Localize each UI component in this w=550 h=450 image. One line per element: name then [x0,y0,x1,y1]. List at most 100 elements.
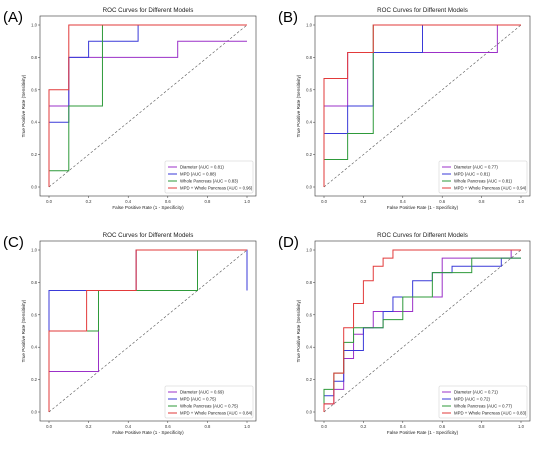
x-tick-label: 0.8 [479,424,485,429]
x-tick-label: 0.8 [204,199,210,204]
x-tick-label: 0.2 [86,424,92,429]
chance-diagonal-line [323,249,522,413]
x-tick-label: 1.0 [244,424,250,429]
x-tick-label: 0.0 [321,424,327,429]
panel-label: (D) [278,234,299,251]
x-tick-label: 1.0 [244,199,250,204]
panel-label: (A) [3,9,23,26]
y-tick-label: 0.8 [31,55,37,60]
x-tick-label: 0.8 [204,424,210,429]
y-tick-label: 0.6 [31,312,37,317]
panel-label: (C) [3,234,24,251]
x-tick-label: 0.6 [165,424,171,429]
chance-diagonal-line [323,24,522,188]
y-tick-label: 0.6 [31,87,37,92]
legend-entry: MPD (AUC = 0.75) [180,397,217,402]
roc-curve-series-4 [48,24,247,187]
legend-entry: MPD (AUC = 0.88) [180,172,217,177]
legend-entry: Diameter (AUC = 0.81) [180,165,224,170]
legend: Diameter (AUC = 0.77) MPD (AUC = 0.81) Who… [438,160,528,194]
x-tick-label: 0.2 [360,199,366,204]
y-tick-label: 0.4 [31,345,37,350]
y-tick-label: 0.2 [306,377,312,382]
x-tick-label: 0.2 [86,199,92,204]
y-tick-label: 1.0 [306,248,312,253]
legend-entry: Diameter (AUC = 0.71) [454,390,498,395]
legend-entry: Whole Pancreas (AUC = 0.75) [180,404,238,409]
legend: Diameter (AUC = 0.71) MPD (AUC = 0.72) Who… [438,385,528,419]
x-tick-label: 0.0 [46,199,52,204]
legend-entry: MPD (AUC = 0.81) [454,172,491,177]
legend-entry: Whole Pancreas (AUC = 0.83) [180,179,238,184]
y-tick-label: 0.6 [306,312,312,317]
legend-entry: MPD (AUC = 0.72) [454,397,491,402]
x-axis-label: False Positive Rate (1 - Specificity) [387,430,459,435]
legend: Diameter (AUC = 0.81) MPD (AUC = 0.88) Who… [164,160,254,194]
x-tick-label: 0.4 [400,199,406,204]
x-axis-label: False Positive Rate (1 - Specificity) [387,205,459,210]
x-tick-label: 0.6 [439,424,445,429]
y-axis-label: True Positive Rate (Sensitivity) [21,299,26,362]
roc-panel-2: (B) ROC Curves for Different Models 0.0 0.2… [278,7,531,210]
y-tick-label: 1.0 [31,248,37,253]
legend-entry: Whole Pancreas (AUC = 0.77) [454,404,512,409]
x-tick-label: 0.0 [46,424,52,429]
y-tick-label: 1.0 [306,23,312,28]
x-tick-label: 0.4 [125,199,131,204]
legend-entry: Diameter (AUC = 0.69) [180,390,224,395]
y-tick-label: 0.0 [306,185,312,190]
y-tick-label: 0.8 [31,280,37,285]
x-tick-label: 1.0 [518,424,524,429]
legend-entry: MPD + Whole Pancreas (AUC = 0.84) [180,411,253,416]
y-tick-label: 0.2 [31,377,37,382]
roc-panel-1: (A) ROC Curves for Different Models 0.0 0.2… [3,7,257,210]
chart-title: ROC Curves for Different Models [103,232,194,239]
legend-box [438,160,528,194]
y-tick-label: 0.8 [306,55,312,60]
chart-title: ROC Curves for Different Models [103,7,194,14]
x-tick-label: 0.8 [479,199,485,204]
legend-entry: MPD + Whole Pancreas (AUC = 0.94) [454,186,527,191]
roc-curve-series-4 [323,24,521,187]
x-tick-label: 0.6 [439,199,445,204]
y-tick-label: 0.2 [31,152,37,157]
y-tick-label: 0.8 [306,280,312,285]
y-tick-label: 0.0 [31,410,37,415]
legend-entry: MPD + Whole Pancreas (AUC = 0.96) [180,186,253,191]
x-tick-label: 1.0 [518,199,524,204]
y-tick-label: 0.4 [306,345,312,350]
y-tick-label: 0.2 [306,152,312,157]
chance-diagonal-line [48,249,248,413]
roc-curve-series-4 [323,249,521,412]
chart-title: ROC Curves for Different Models [377,232,468,239]
x-tick-label: 0.2 [360,424,366,429]
x-tick-label: 0.4 [125,424,131,429]
legend-box [164,385,254,419]
legend-entry: MPD + Whole Pancreas (AUC = 0.83) [454,411,527,416]
y-tick-label: 0.4 [306,120,312,125]
y-tick-label: 0.0 [31,185,37,190]
x-tick-label: 0.0 [321,199,327,204]
legend-entry: Whole Pancreas (AUC = 0.81) [454,179,512,184]
roc-panel-4: (D) ROC Curves for Different Models 0.0 0.2… [278,232,531,435]
roc-curve-series-2 [323,257,521,412]
roc-curve-series-4 [48,249,247,412]
y-axis-label: True Positive Rate (Sensitivity) [296,299,301,362]
x-tick-label: 0.6 [165,199,171,204]
roc-curve-series-2 [48,24,247,187]
legend-box [164,160,254,194]
x-axis-label: False Positive Rate (1 - Specificity) [112,430,184,435]
y-tick-label: 0.6 [306,87,312,92]
x-axis-label: False Positive Rate (1 - Specificity) [112,205,184,210]
y-axis-label: True Positive Rate (Sensitivity) [296,74,301,137]
panel-label: (B) [278,9,298,26]
x-tick-label: 0.4 [400,424,406,429]
roc-panel-3: (C) ROC Curves for Different Models 0.0 0.2… [3,232,257,435]
y-axis-label: True Positive Rate (Sensitivity) [21,74,26,137]
legend-box [438,385,528,419]
y-tick-label: 1.0 [31,23,37,28]
y-tick-label: 0.0 [306,410,312,415]
y-tick-label: 0.4 [31,120,37,125]
chart-title: ROC Curves for Different Models [377,7,468,14]
